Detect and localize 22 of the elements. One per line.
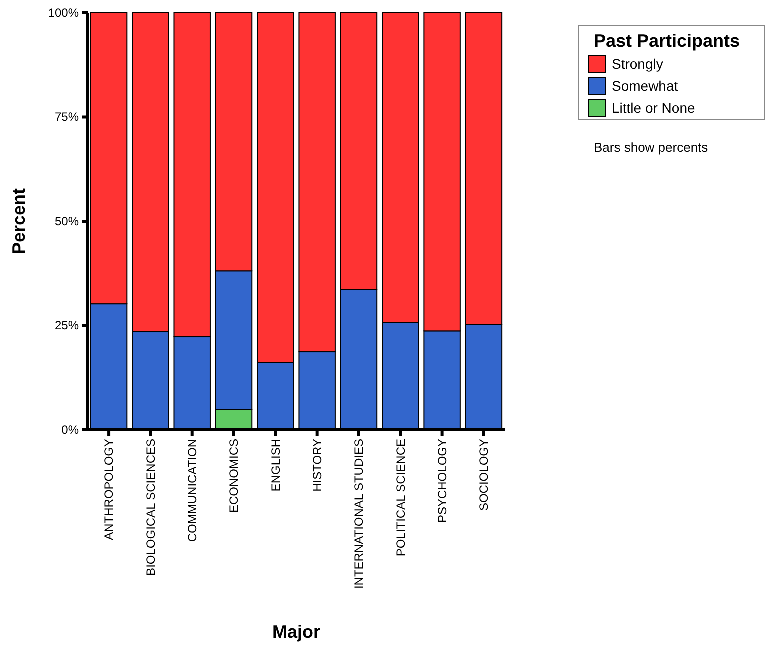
text: Bars show percents	[594, 140, 709, 155]
x-tick-label: ANTHROPOLOGY	[102, 439, 116, 540]
legend-label: Somewhat	[612, 78, 678, 94]
legend-title: Past Participants	[594, 31, 740, 51]
legend-label: Little or None	[612, 100, 696, 116]
x-tick-label: INTERNATIONAL STUDIES	[352, 439, 366, 590]
x-tick-label: HISTORY	[310, 439, 325, 492]
x-tick-label: POLITICAL SCIENCE	[394, 439, 408, 557]
y-tick-label: 0%	[62, 422, 80, 437]
y-tick-label: 100%	[48, 6, 80, 20]
legend-label: Strongly	[612, 56, 664, 72]
y-tick-label: 25%	[54, 318, 80, 333]
x-tick-label: ENGLISH	[268, 439, 283, 492]
y-axis-title: Percent	[9, 188, 29, 255]
x-tick-label: ECONOMICS	[227, 439, 242, 514]
x-tick-label: SOCIOLOGY	[477, 439, 492, 512]
x-tick-label: PSYCHOLOGY	[436, 439, 450, 524]
x-axis-title: Major	[272, 622, 321, 642]
y-tick-label: 75%	[54, 110, 80, 124]
x-tick-label: COMMUNICATION	[186, 439, 200, 542]
y-tick-label: 50%	[54, 214, 80, 228]
x-tick-label: BIOLOGICAL SCIENCES	[144, 439, 158, 576]
